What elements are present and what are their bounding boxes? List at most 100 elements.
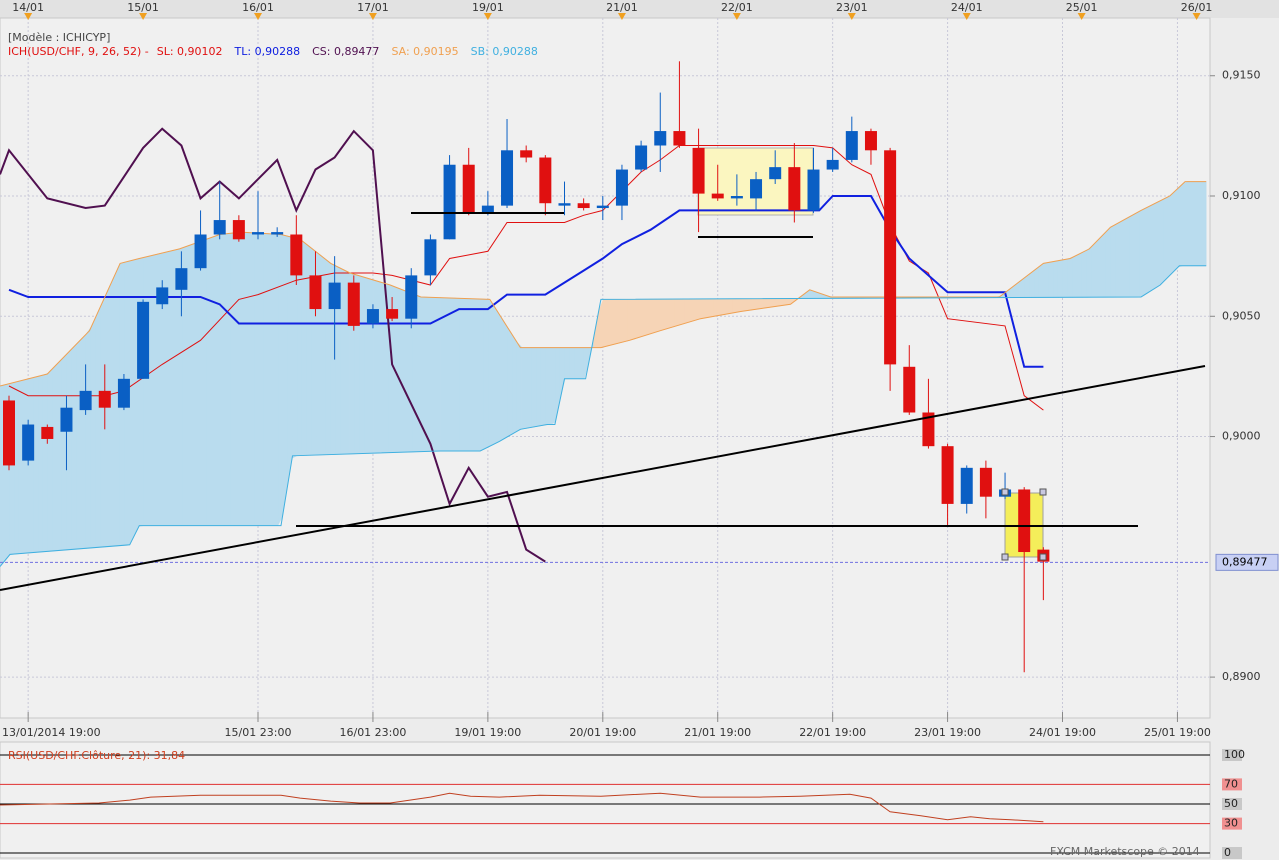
cloud-fill: [1101, 230, 1107, 298]
cloud-fill: [531, 347, 537, 428]
cloud-fill: [378, 281, 384, 454]
date-marker: [1077, 13, 1086, 20]
date-label: 24/01: [951, 1, 983, 14]
x-tick-label: 16/01 23:00: [339, 726, 406, 739]
date-marker: [847, 13, 856, 20]
candle-body: [577, 203, 590, 209]
cloud-fill: [85, 326, 92, 549]
cloud-fill: [301, 239, 307, 456]
date-label: 16/01: [242, 1, 274, 14]
y-tick-label: 0: [1224, 846, 1231, 859]
cloud-fill: [765, 298, 772, 309]
cloud-fill: [248, 232, 255, 526]
cloud-fill: [1187, 181, 1193, 267]
cloud-fill: [703, 298, 710, 319]
cloud-fill: [627, 299, 633, 342]
cloud-fill: [612, 299, 619, 345]
candle-body: [769, 167, 782, 180]
cloud-fill: [425, 296, 432, 452]
x-tick-label: 25/01 19:00: [1144, 726, 1211, 739]
candle-body: [941, 446, 954, 504]
candle-body: [922, 412, 935, 447]
cloud-fill: [536, 347, 542, 427]
cloud-fill: [1172, 187, 1179, 273]
legend-entry: SA: 0,90195: [391, 45, 458, 58]
cloud-fill: [14, 380, 20, 555]
y-tick-label: 0,9050: [1222, 309, 1261, 322]
candle-body: [271, 232, 284, 235]
date-label: 22/01: [721, 1, 753, 14]
cloud-fill: [205, 237, 212, 526]
date-marker: [139, 13, 148, 20]
cloud-fill: [761, 298, 767, 309]
candle-body: [558, 203, 571, 206]
indicator-line: [8, 195, 1044, 368]
cloud-fill: [339, 267, 346, 455]
drawn-lines: [0, 212, 1206, 591]
candle-body: [501, 150, 514, 206]
y-tick-label: 0,9150: [1222, 69, 1261, 82]
cloud-fill: [1168, 192, 1174, 278]
cloud-fill: [1043, 262, 1050, 298]
indicator-line: [0, 265, 1207, 567]
cloud-fill: [253, 232, 259, 526]
cloud-fill: [1129, 213, 1136, 298]
cloud-fill: [42, 373, 49, 553]
candle-body: [481, 205, 494, 213]
date-label: 26/01: [1181, 1, 1213, 14]
cloud-fill: [660, 298, 666, 331]
cloud-fill: [263, 233, 269, 526]
x-tick-label: 20/01 19:00: [569, 726, 636, 739]
cloud-fill: [492, 303, 499, 445]
grid: [0, 18, 1210, 854]
cloud-fill: [282, 234, 288, 517]
cloud-fill: [1029, 269, 1035, 298]
cloud-fill: [708, 298, 714, 318]
cloud-fill: [1034, 265, 1040, 298]
cloud-fill: [1196, 181, 1203, 267]
cloud-fill: [741, 298, 748, 312]
date-marker: [962, 13, 971, 20]
candle-body: [41, 426, 54, 439]
indicator-line: [0, 181, 1207, 387]
date-label: 25/01: [1066, 1, 1098, 14]
cloud-fill: [579, 347, 585, 380]
cloud-fill: [397, 287, 403, 453]
rsi-title: RSI(USD/CHF.Clôture, 21): 31,84: [8, 749, 185, 762]
candle-body: [864, 131, 877, 151]
y-tick-label: 70: [1224, 777, 1238, 790]
candle-body: [615, 169, 628, 206]
cloud-fill: [468, 298, 475, 452]
candle-body: [539, 157, 552, 204]
cloud-fill: [1072, 254, 1078, 298]
cloud-fill: [71, 343, 77, 550]
cloud-fill: [507, 326, 513, 438]
cloud-fill: [770, 298, 777, 308]
candle-body: [232, 220, 245, 240]
candle-body: [22, 424, 35, 461]
cloud-fill: [665, 298, 671, 330]
cloud-fill: [1153, 201, 1160, 290]
cloud-fill: [133, 258, 140, 537]
cloud-fill: [521, 347, 528, 430]
indicator-label: ICH(USD/CHF, 9, 26, 52) -: [8, 45, 149, 58]
date-label: 15/01: [127, 1, 159, 14]
cloud-fill: [650, 298, 657, 334]
cloud-fill: [1048, 261, 1054, 298]
cloud-fill: [258, 232, 264, 526]
date-marker: [368, 13, 377, 20]
cloud-fill: [66, 348, 73, 551]
candle-body: [635, 145, 648, 170]
cloud-fill: [550, 347, 556, 426]
candle-body: [462, 164, 475, 213]
cloud-fill: [540, 347, 547, 426]
y-tick-label: 30: [1224, 817, 1238, 830]
cloud-fill: [186, 244, 192, 526]
cloud-fill: [373, 279, 379, 454]
cloud-fill: [1057, 259, 1064, 298]
date-label: 19/01: [472, 1, 504, 14]
candle-body: [596, 205, 609, 209]
cloud-fill: [670, 298, 676, 329]
candle-body: [960, 467, 973, 504]
